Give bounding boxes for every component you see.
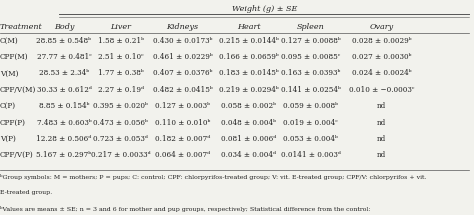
Text: V(P): V(P) <box>0 135 16 143</box>
Text: 0.182 ± 0.007ᵈ: 0.182 ± 0.007ᵈ <box>155 135 210 143</box>
Text: 5.167 ± 0.297ᵇ: 5.167 ± 0.297ᵇ <box>36 151 91 159</box>
Text: 0.723 ± 0.053ᵈ: 0.723 ± 0.053ᵈ <box>93 135 148 143</box>
Text: CPF/V(M): CPF/V(M) <box>0 86 36 94</box>
Text: 0.163 ± 0.0393ᵇ: 0.163 ± 0.0393ᵇ <box>281 69 340 77</box>
Text: 0.183 ± 0.0145ᵇ: 0.183 ± 0.0145ᵇ <box>219 69 279 77</box>
Text: 0.461 ± 0.0229ᵇ: 0.461 ± 0.0229ᵇ <box>153 53 212 61</box>
Text: 0.0141 ± 0.003ᵈ: 0.0141 ± 0.003ᵈ <box>281 151 340 159</box>
Text: 0.010 ± −0.0003ᶜ: 0.010 ± −0.0003ᶜ <box>349 86 414 94</box>
Text: C(M): C(M) <box>0 37 19 45</box>
Text: 0.127 ± 0.003ᵇ: 0.127 ± 0.003ᵇ <box>155 102 210 110</box>
Text: 0.059 ± 0.008ᵇ: 0.059 ± 0.008ᵇ <box>283 102 338 110</box>
Text: 7.483 ± 0.603ᵇ: 7.483 ± 0.603ᵇ <box>36 118 91 126</box>
Text: CPF/V(P): CPF/V(P) <box>0 151 34 159</box>
Text: 1.77 ± 0.38ᵇ: 1.77 ± 0.38ᵇ <box>98 69 144 77</box>
Text: CPF(M): CPF(M) <box>0 53 28 61</box>
Text: 0.048 ± 0.004ᵇ: 0.048 ± 0.004ᵇ <box>221 118 276 126</box>
Text: 27.77 ± 0.481ᶜ: 27.77 ± 0.481ᶜ <box>36 53 91 61</box>
Text: 0.058 ± 0.002ᵇ: 0.058 ± 0.002ᵇ <box>221 102 276 110</box>
Text: 0.215 ± 0.0144ᵇ: 0.215 ± 0.0144ᵇ <box>219 37 279 45</box>
Text: 0.110 ± 0.010ᵇ: 0.110 ± 0.010ᵇ <box>155 118 210 126</box>
Text: 0.127 ± 0.0088ᵇ: 0.127 ± 0.0088ᵇ <box>281 37 340 45</box>
Text: ᵇGroup symbols: M = mothers; P = pups; C: control; CPF: chlorpyrifos-treated gro: ᵇGroup symbols: M = mothers; P = pups; C… <box>0 174 427 180</box>
Text: 0.024 ± 0.0024ᵇ: 0.024 ± 0.0024ᵇ <box>352 69 411 77</box>
Text: 2.51 ± 0.10ᶜ: 2.51 ± 0.10ᶜ <box>98 53 144 61</box>
Text: 0.081 ± 0.006ᵈ: 0.081 ± 0.006ᵈ <box>221 135 276 143</box>
Text: 28.53 ± 2.34ᵇ: 28.53 ± 2.34ᵇ <box>39 69 89 77</box>
Text: Treatment: Treatment <box>0 23 43 31</box>
Text: 28.85 ± 0.548ᵇ: 28.85 ± 0.548ᵇ <box>36 37 91 45</box>
Text: ᵇValues are means ± SE; n = 3 and 6 for mother and pup groups, respectively; Sta: ᵇValues are means ± SE; n = 3 and 6 for … <box>0 206 371 212</box>
Text: 0.064 ± 0.007ᵈ: 0.064 ± 0.007ᵈ <box>155 151 210 159</box>
Text: 0.407 ± 0.0376ᵇ: 0.407 ± 0.0376ᵇ <box>153 69 212 77</box>
Text: Body: Body <box>54 23 74 31</box>
Text: 12.28 ± 0.506ᵈ: 12.28 ± 0.506ᵈ <box>36 135 91 143</box>
Text: Weight (g) ± SE: Weight (g) ± SE <box>232 5 297 13</box>
Text: C(P): C(P) <box>0 102 16 110</box>
Text: 0.019 ± 0.004ᶜ: 0.019 ± 0.004ᶜ <box>283 118 338 126</box>
Text: E-treated group.: E-treated group. <box>0 190 52 195</box>
Text: 0.217 ± 0.0033ᵈ: 0.217 ± 0.0033ᵈ <box>91 151 151 159</box>
Text: Liver: Liver <box>110 23 131 31</box>
Text: 30.33 ± 0.612ᵈ: 30.33 ± 0.612ᵈ <box>36 86 91 94</box>
Text: CPF(P): CPF(P) <box>0 118 26 126</box>
Text: Ovary: Ovary <box>370 23 393 31</box>
Text: Kidneys: Kidneys <box>166 23 199 31</box>
Text: Heart: Heart <box>237 23 261 31</box>
Text: nd: nd <box>377 151 386 159</box>
Text: 0.395 ± 0.020ᵇ: 0.395 ± 0.020ᵇ <box>93 102 148 110</box>
Text: 1.58 ± 0.21ᵇ: 1.58 ± 0.21ᵇ <box>98 37 144 45</box>
Text: 0.027 ± 0.0030ᵇ: 0.027 ± 0.0030ᵇ <box>352 53 411 61</box>
Text: 0.219 ± 0.0294ᵇ: 0.219 ± 0.0294ᵇ <box>219 86 279 94</box>
Text: Spleen: Spleen <box>297 23 324 31</box>
Text: nd: nd <box>377 118 386 126</box>
Text: 2.27 ± 0.19ᵈ: 2.27 ± 0.19ᵈ <box>98 86 144 94</box>
Text: nd: nd <box>377 102 386 110</box>
Text: 0.028 ± 0.0029ᵇ: 0.028 ± 0.0029ᵇ <box>352 37 411 45</box>
Text: 0.473 ± 0.056ᵇ: 0.473 ± 0.056ᵇ <box>93 118 148 126</box>
Text: 0.482 ± 0.0415ᵇ: 0.482 ± 0.0415ᵇ <box>153 86 212 94</box>
Text: 0.053 ± 0.004ᵇ: 0.053 ± 0.004ᵇ <box>283 135 338 143</box>
Text: 8.85 ± 0.154ᵇ: 8.85 ± 0.154ᵇ <box>39 102 89 110</box>
Text: 0.430 ± 0.0173ᵇ: 0.430 ± 0.0173ᵇ <box>153 37 212 45</box>
Text: V(M): V(M) <box>0 69 18 77</box>
Text: 0.166 ± 0.0659ᵇ: 0.166 ± 0.0659ᵇ <box>219 53 279 61</box>
Text: 0.141 ± 0.0254ᵇ: 0.141 ± 0.0254ᵇ <box>281 86 340 94</box>
Text: 0.034 ± 0.004ᵈ: 0.034 ± 0.004ᵈ <box>221 151 276 159</box>
Text: 0.095 ± 0.0085ᶜ: 0.095 ± 0.0085ᶜ <box>281 53 340 61</box>
Text: nd: nd <box>377 135 386 143</box>
